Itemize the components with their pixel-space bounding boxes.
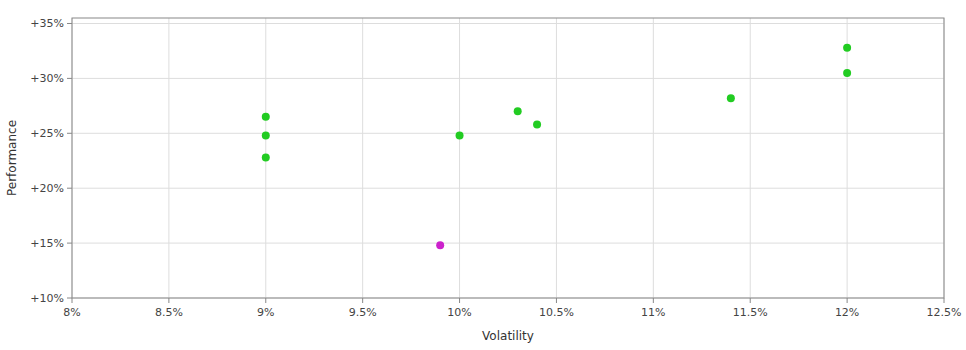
- y-tick: [67, 298, 72, 299]
- x-tick: [168, 298, 169, 303]
- x-grid-line: [459, 18, 460, 298]
- x-tick: [653, 298, 654, 303]
- y-tick-label: +35%: [30, 17, 64, 30]
- plot-frame: [72, 18, 944, 298]
- x-tick-label: 9.5%: [349, 306, 377, 319]
- x-tick: [556, 298, 557, 303]
- grid: [72, 18, 944, 298]
- x-tick-label: 9%: [257, 306, 274, 319]
- x-tick: [944, 298, 945, 303]
- point: [533, 121, 541, 129]
- x-tick-label: 10%: [447, 306, 471, 319]
- x-tick: [847, 298, 848, 303]
- y-grid-line: [72, 78, 944, 79]
- x-grid-line: [847, 18, 848, 298]
- y-axis-label: Performance: [5, 120, 19, 196]
- x-tick-label: 12.5%: [927, 306, 962, 319]
- point: [843, 44, 851, 52]
- x-tick: [459, 298, 460, 303]
- point: [727, 94, 735, 102]
- point: [262, 113, 270, 121]
- y-tick: [67, 243, 72, 244]
- x-grid-line: [750, 18, 751, 298]
- chart: 8% 8.5% 9% 9.5% 10% 10.5% 11% 11.5% 12% 12.5% +10%…: [0, 0, 966, 350]
- series: [436, 241, 444, 249]
- x-grid-line: [168, 18, 169, 298]
- y-tick-label: +20%: [30, 182, 64, 195]
- series: [262, 44, 851, 162]
- x-tick: [72, 298, 73, 303]
- y-tick-label: +10%: [30, 292, 64, 305]
- y-tick-label: +30%: [30, 72, 64, 85]
- y-tick-label: +25%: [30, 127, 64, 140]
- y-grid-line: [72, 133, 944, 134]
- x-tick-label: 11%: [641, 306, 665, 319]
- y-grid-line: [72, 23, 944, 24]
- y-tick: [67, 23, 72, 24]
- point: [843, 69, 851, 77]
- point: [262, 131, 270, 139]
- x-tick: [750, 298, 751, 303]
- x-tick-label: 8.5%: [155, 306, 183, 319]
- y-tick: [67, 133, 72, 134]
- x-grid-line: [556, 18, 557, 298]
- y-grid-line: [72, 243, 944, 244]
- tick-labels: 8% 8.5% 9% 9.5% 10% 10.5% 11% 11.5% 12% 12.5% +10%…: [30, 17, 961, 319]
- point: [262, 153, 270, 161]
- x-tick-label: 12%: [835, 306, 859, 319]
- x-tick-label: 11.5%: [733, 306, 768, 319]
- x-tick: [265, 298, 266, 303]
- point: [514, 107, 522, 115]
- x-tick-label: 8%: [63, 306, 80, 319]
- x-tick: [362, 298, 363, 303]
- y-tick: [67, 78, 72, 79]
- y-tick: [67, 188, 72, 189]
- point: [436, 241, 444, 249]
- x-axis-label: Volatility: [482, 329, 534, 343]
- y-grid-line: [72, 188, 944, 189]
- x-grid-line: [362, 18, 363, 298]
- x-grid-line: [653, 18, 654, 298]
- y-tick-label: +15%: [30, 237, 64, 250]
- x-tick-label: 10.5%: [539, 306, 574, 319]
- point: [456, 131, 464, 139]
- points: [262, 44, 851, 250]
